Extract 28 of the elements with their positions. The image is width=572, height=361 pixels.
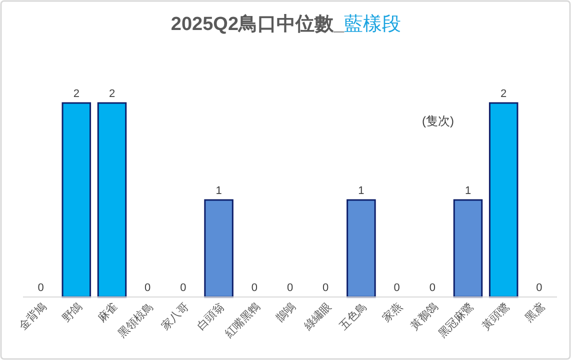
data-label: 0 — [429, 282, 436, 294]
x-tick-label: 鵲鴝 — [274, 300, 298, 325]
x-tick-label: 家八哥 — [158, 300, 192, 332]
x-tick-label: 野鴿 — [60, 300, 85, 325]
x-tick-label: 麻雀 — [95, 300, 120, 325]
data-label: 0 — [536, 282, 542, 294]
data-label: 0 — [38, 282, 44, 294]
x-tick-label: 白頭翁 — [194, 300, 227, 332]
data-label: 1 — [464, 185, 472, 197]
data-label: 0 — [180, 282, 186, 294]
x-tick-label: 金背鳩 — [16, 300, 49, 332]
data-label: 2 — [500, 88, 507, 100]
data-label: 1 — [216, 185, 222, 197]
x-tick-label: 家燕 — [380, 300, 405, 325]
chart-title: 2025Q2鳥口中位數_藍樣段 — [170, 13, 402, 35]
data-label: 0 — [286, 282, 294, 294]
x-tick-label: 綠繡眼 — [300, 300, 334, 334]
x-tick-label: 黃頭鷺 — [479, 300, 512, 332]
data-label: 1 — [358, 185, 364, 197]
data-label: 0 — [394, 282, 400, 294]
annotation: (隻次) — [422, 114, 454, 128]
x-tick-label: 五色鳥 — [338, 300, 370, 332]
data-label: 2 — [108, 88, 116, 100]
data-label: 0 — [322, 282, 329, 294]
data-label: 0 — [144, 282, 151, 294]
data-label: 0 — [251, 282, 258, 294]
x-tick-label: 黑鳶 — [522, 300, 548, 325]
data-label: 2 — [73, 88, 80, 100]
